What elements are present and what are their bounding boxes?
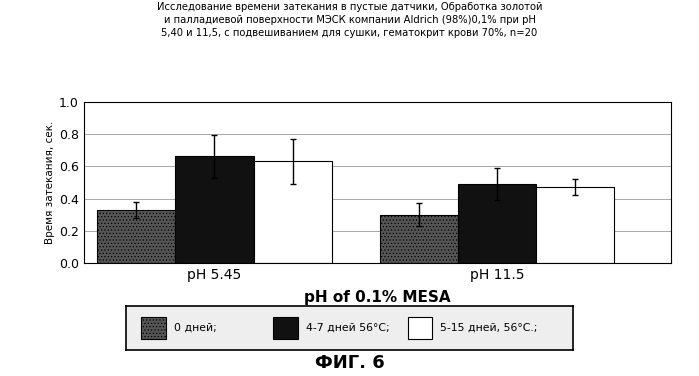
- Bar: [273, 317, 298, 339]
- Text: 5-15 дней, 56°С.;: 5-15 дней, 56°С.;: [440, 323, 538, 333]
- Text: 0 дней;: 0 дней;: [174, 323, 217, 333]
- X-axis label: рН of 0.1% MESA: рН of 0.1% MESA: [304, 290, 451, 305]
- Bar: [141, 317, 166, 339]
- Bar: [408, 317, 432, 339]
- Bar: [175, 156, 254, 263]
- Bar: [380, 215, 458, 263]
- Text: ФИГ. 6: ФИГ. 6: [315, 354, 384, 372]
- Text: 4-7 дней 56°С;: 4-7 дней 56°С;: [306, 323, 390, 333]
- Y-axis label: Время затекания, сек.: Время затекания, сек.: [45, 121, 55, 244]
- Bar: [458, 184, 536, 263]
- Text: Исследование времени затекания в пустые датчики, Обработка золотой
и палладиевой: Исследование времени затекания в пустые …: [157, 2, 542, 38]
- Bar: [254, 161, 332, 263]
- Bar: [536, 187, 614, 263]
- Bar: [97, 210, 175, 263]
